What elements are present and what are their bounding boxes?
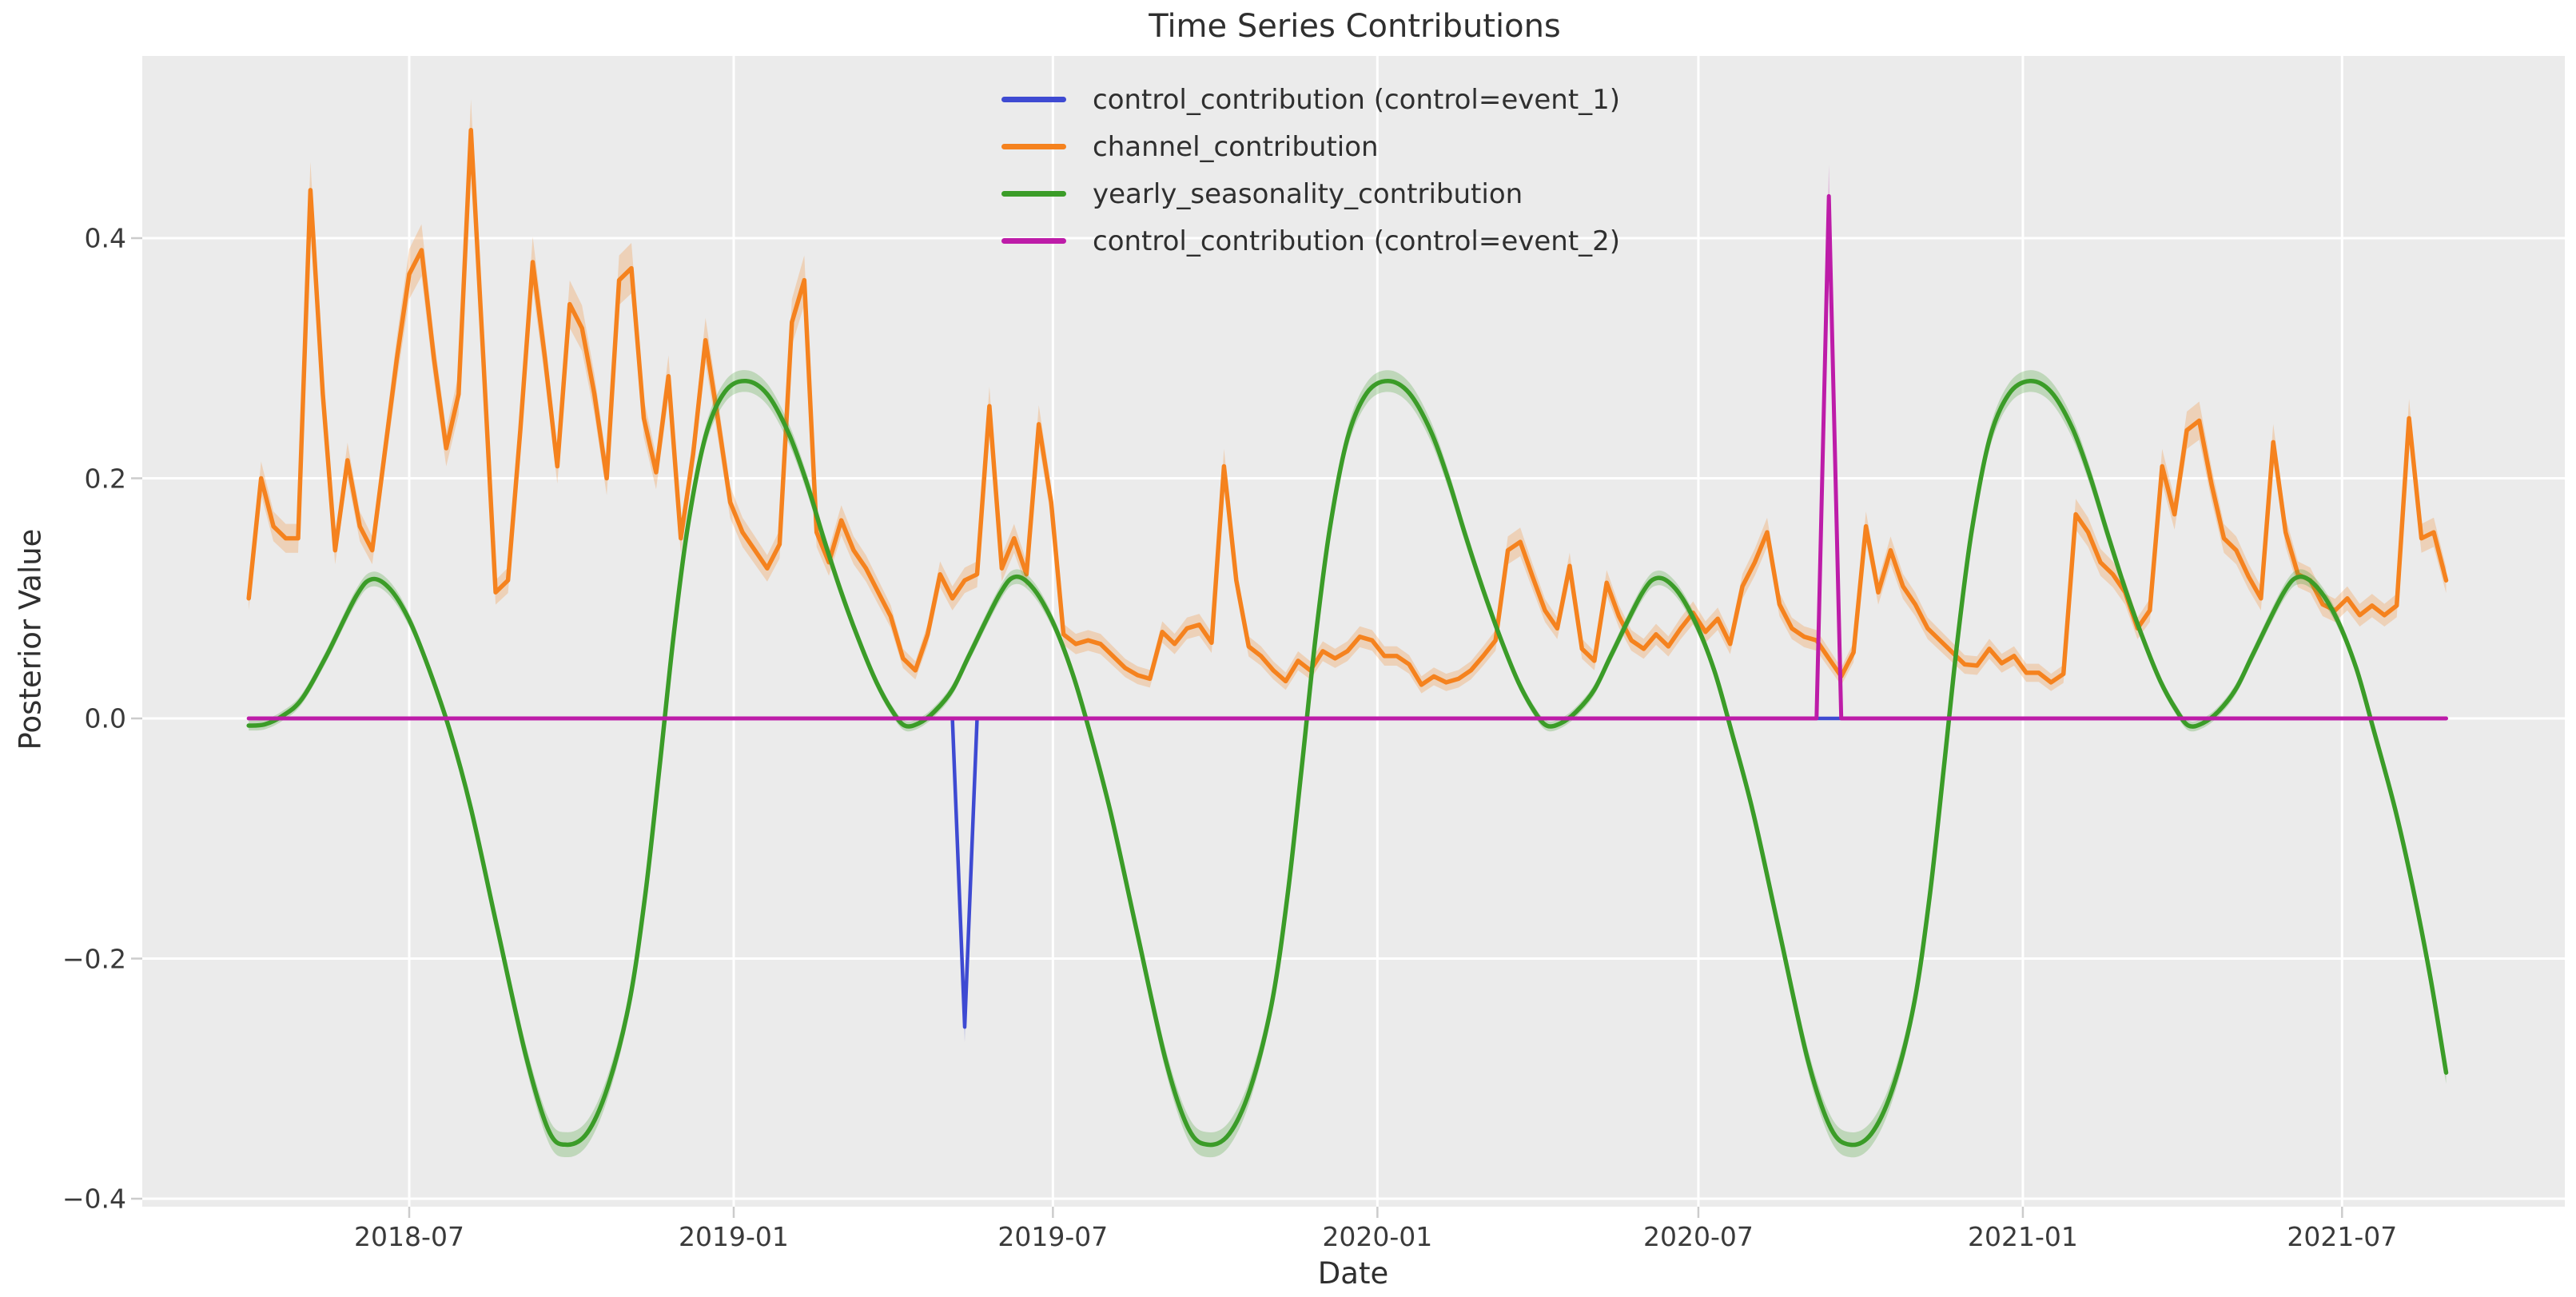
series-group — [246, 99, 2449, 1158]
legend-label: control_contribution (control=event_1) — [1093, 83, 1621, 116]
x-axis-label: Date — [1317, 1256, 1389, 1291]
plot-area — [142, 56, 2565, 1207]
line-yearly — [246, 379, 2449, 1148]
legend-line-icon-yearly — [1001, 191, 1066, 197]
legend-item-channel: channel_contribution — [1001, 123, 1620, 170]
legend: control_contribution (control=event_1) c… — [1001, 76, 1620, 265]
legend-label: yearly_seasonality_contribution — [1093, 177, 1523, 210]
x-tick-label: 2021-01 — [1967, 1221, 2078, 1252]
legend-label: control_contribution (control=event_2) — [1093, 225, 1621, 257]
legend-item-yearly: yearly_seasonality_contribution — [1001, 170, 1620, 217]
legend-line-icon-event-1 — [1001, 97, 1066, 102]
legend-line-icon-channel — [1001, 144, 1066, 149]
y-tick-label: −0.2 — [62, 943, 126, 974]
y-tick-label: 0.0 — [84, 702, 126, 734]
x-tick-label: 2020-07 — [1642, 1221, 1754, 1252]
y-axis-label: Posterior Value — [13, 528, 48, 750]
x-tick-label: 2019-07 — [997, 1221, 1109, 1252]
x-tick-label: 2020-01 — [1322, 1221, 1433, 1252]
legend-item-event-1: control_contribution (control=event_1) — [1001, 76, 1620, 123]
chart-title: Time Series Contributions — [1149, 8, 1561, 45]
line-channel — [246, 128, 2449, 687]
x-tick-label: 2018-07 — [354, 1221, 464, 1252]
legend-line-icon-event-2 — [1001, 238, 1066, 244]
x-tick-label: 2019-01 — [679, 1221, 789, 1252]
y-tick-label: 0.2 — [84, 463, 126, 494]
legend-item-event-2: control_contribution (control=event_2) — [1001, 217, 1620, 265]
legend-label: channel_contribution — [1093, 130, 1379, 163]
x-tick-label: 2021-07 — [2287, 1221, 2398, 1252]
line-event_2 — [246, 193, 2448, 721]
y-tick-label: −0.4 — [62, 1183, 126, 1215]
y-tick-label: 0.4 — [84, 222, 126, 254]
